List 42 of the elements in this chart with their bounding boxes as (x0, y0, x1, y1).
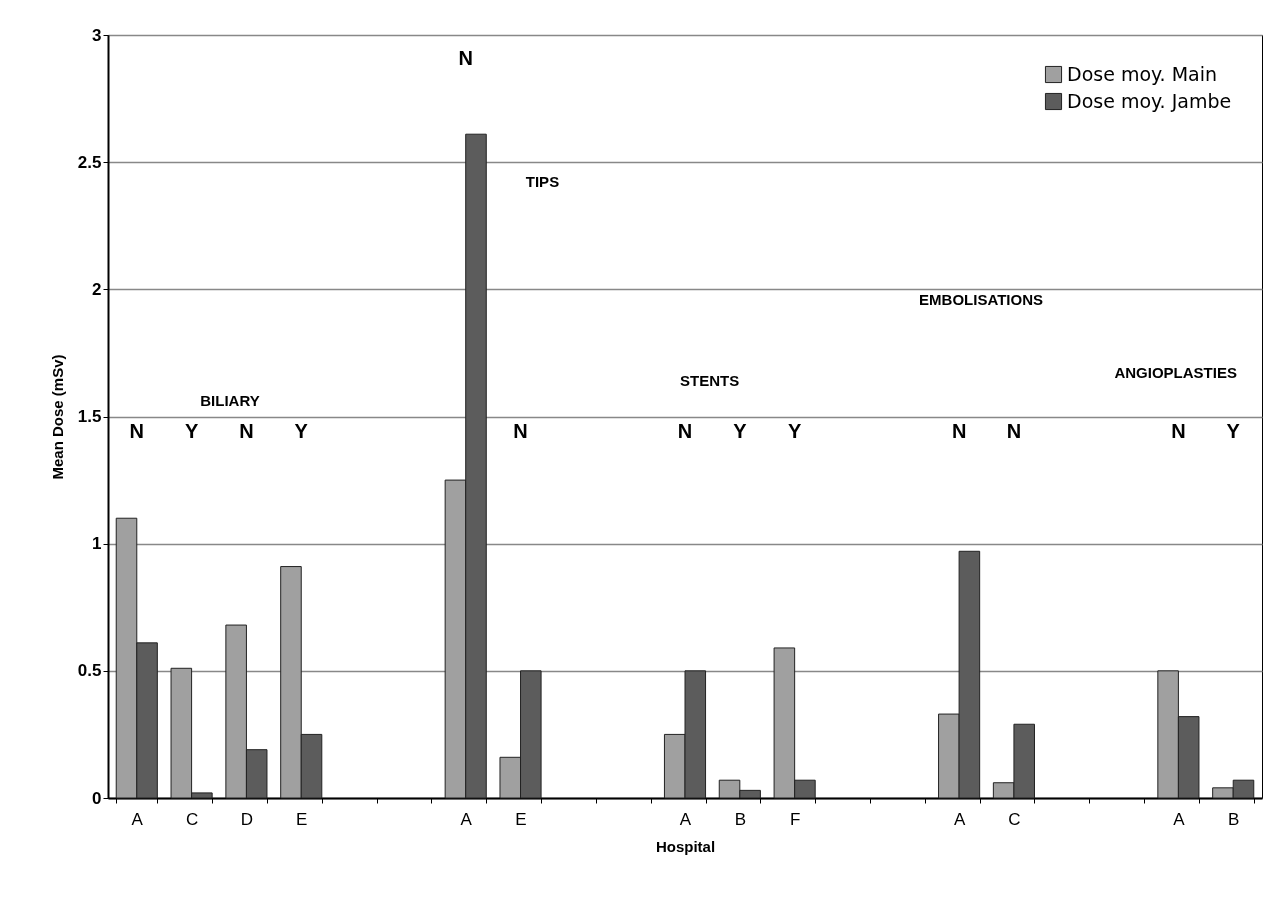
x-tick-label: A (460, 809, 473, 829)
x-tick-label: A (679, 809, 692, 829)
x-tick-label: D (240, 809, 254, 829)
annotation: BILIARY (200, 392, 260, 410)
annotation: TIPS (525, 173, 560, 191)
x-tick-label: B (1228, 809, 1240, 829)
y-tick-label: 1 (92, 534, 102, 554)
annotation: STENTS (680, 371, 740, 389)
legend-label: Dose moy. Main (1067, 62, 1217, 85)
annotation: Y (184, 419, 199, 442)
x-tick-label: C (185, 809, 199, 829)
annotation: N (239, 419, 254, 442)
x-tick-label: E (296, 809, 308, 829)
annotation: Y (1226, 419, 1241, 442)
x-tick-label: E (515, 809, 527, 829)
legend-label: Dose moy. Jambe (1067, 89, 1232, 112)
x-tick-label: C (1008, 809, 1021, 829)
annotation: N (677, 419, 693, 442)
annotation: N (458, 47, 473, 70)
annotation: N (1171, 419, 1186, 442)
y-tick-label: 2 (92, 279, 102, 299)
annotation: EMBOLISATIONS (919, 290, 1043, 308)
y-tick-label: 0.5 (77, 661, 102, 681)
annotation: N (513, 419, 528, 442)
y-tick-label: 0 (92, 788, 102, 808)
x-tick-label: F (789, 809, 801, 829)
x-tick-label: A (953, 809, 966, 829)
y-tick-label: 2.5 (77, 152, 102, 172)
annotation: N (129, 419, 145, 442)
annotation: Y (294, 419, 309, 442)
y-tick-label: 1.5 (77, 407, 102, 426)
annotation: ANGIOPLASTIES (1114, 364, 1237, 382)
annotation: N (951, 419, 967, 442)
x-tick-label: A (131, 809, 144, 829)
x-tick-label: B (734, 809, 746, 829)
annotation: Y (733, 419, 748, 442)
y-axis-title: Mean Dose (mSv) (48, 354, 66, 480)
annotation: N (1006, 419, 1022, 442)
annotation: Y (787, 419, 802, 442)
x-tick-label: A (1173, 809, 1186, 829)
x-axis-title: Hospital (655, 837, 716, 855)
y-tick-label: 3 (92, 25, 102, 45)
